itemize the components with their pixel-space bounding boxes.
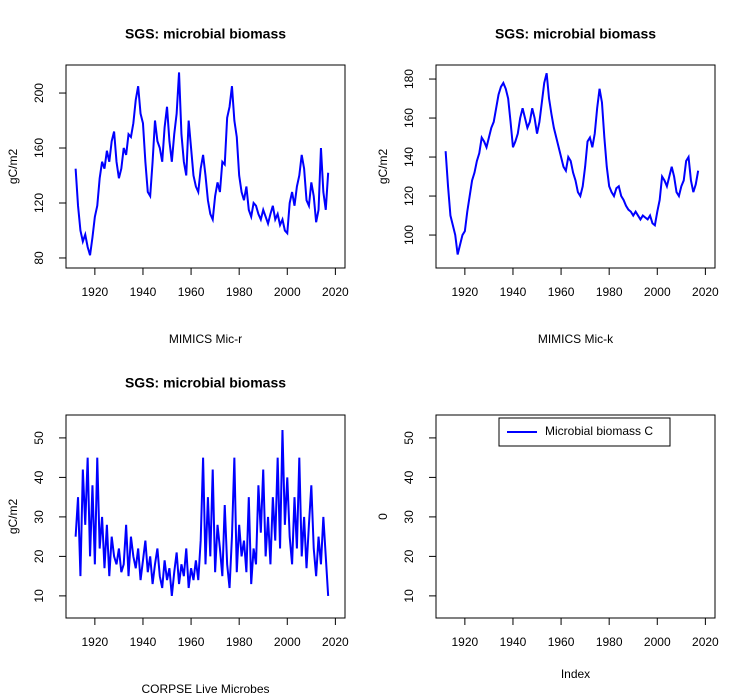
- chart-title: SGS: microbial biomass: [125, 26, 286, 42]
- x-tick-label: 1920: [82, 635, 109, 649]
- x-tick-label: 1980: [596, 635, 623, 649]
- data-line: [74, 72, 330, 256]
- x-tick-label: 2020: [322, 285, 349, 299]
- chart-title: SGS: microbial biomass: [125, 375, 286, 391]
- x-tick-label: 2000: [274, 285, 301, 299]
- x-tick-label: 1960: [178, 285, 205, 299]
- y-tick-label: 20: [32, 549, 46, 563]
- y-tick-label: 10: [402, 589, 416, 603]
- x-tick-label: 1960: [178, 635, 205, 649]
- y-tick-label: 30: [402, 510, 416, 524]
- x-tick-label: 1960: [548, 285, 575, 299]
- x-axis-label: CORPSE Live Microbes: [141, 682, 269, 696]
- x-tick-label: 2020: [322, 635, 349, 649]
- y-tick-label: 160: [32, 138, 46, 158]
- chart-title: SGS: microbial biomass: [495, 26, 656, 42]
- y-axis-label: gC/m2: [376, 149, 390, 185]
- x-tick-label: 1940: [130, 285, 157, 299]
- x-tick-label: 2000: [644, 285, 671, 299]
- x-tick-label: 1960: [548, 635, 575, 649]
- x-tick-label: 2000: [644, 635, 671, 649]
- plot-box: [435, 64, 716, 269]
- x-axis-label: Index: [561, 667, 590, 681]
- x-tick-label: 2020: [692, 635, 719, 649]
- y-tick-label: 40: [402, 470, 416, 484]
- y-tick-label: 80: [32, 251, 46, 265]
- x-tick-label: 1980: [226, 635, 253, 649]
- x-tick-label: 1980: [226, 285, 253, 299]
- x-axis-label: MIMICS Mic-r: [169, 332, 242, 346]
- y-tick-label: 30: [32, 510, 46, 524]
- x-tick-label: 1980: [596, 285, 623, 299]
- x-tick-label: 2020: [692, 285, 719, 299]
- x-tick-label: 1940: [500, 635, 527, 649]
- y-tick-label: 200: [32, 83, 46, 103]
- y-tick-label: 120: [402, 186, 416, 206]
- x-tick-label: 1920: [452, 635, 479, 649]
- x-tick-label: 1940: [500, 285, 527, 299]
- y-tick-label: 50: [32, 431, 46, 445]
- legend-label: Microbial biomass C: [545, 424, 653, 438]
- y-tick-label: 180: [402, 69, 416, 89]
- x-axis-label: MIMICS Mic-k: [538, 332, 614, 346]
- data-line: [444, 72, 700, 255]
- x-tick-label: 1920: [452, 285, 479, 299]
- y-tick-label: 120: [32, 193, 46, 213]
- y-axis-label: gC/m2: [6, 149, 20, 185]
- y-tick-label: 160: [402, 108, 416, 128]
- x-tick-label: 1920: [82, 285, 109, 299]
- y-tick-label: 50: [402, 431, 416, 445]
- y-tick-label: 20: [402, 549, 416, 563]
- y-tick-label: 40: [32, 470, 46, 484]
- y-axis-label: gC/m2: [6, 499, 20, 535]
- y-tick-label: 10: [32, 589, 46, 603]
- x-tick-label: 2000: [274, 635, 301, 649]
- y-tick-label: 100: [402, 225, 416, 245]
- x-tick-label: 1940: [130, 635, 157, 649]
- plot-box: [65, 414, 346, 619]
- data-line: [74, 429, 330, 596]
- y-tick-label: 140: [402, 147, 416, 167]
- y-axis-label: 0: [376, 513, 390, 520]
